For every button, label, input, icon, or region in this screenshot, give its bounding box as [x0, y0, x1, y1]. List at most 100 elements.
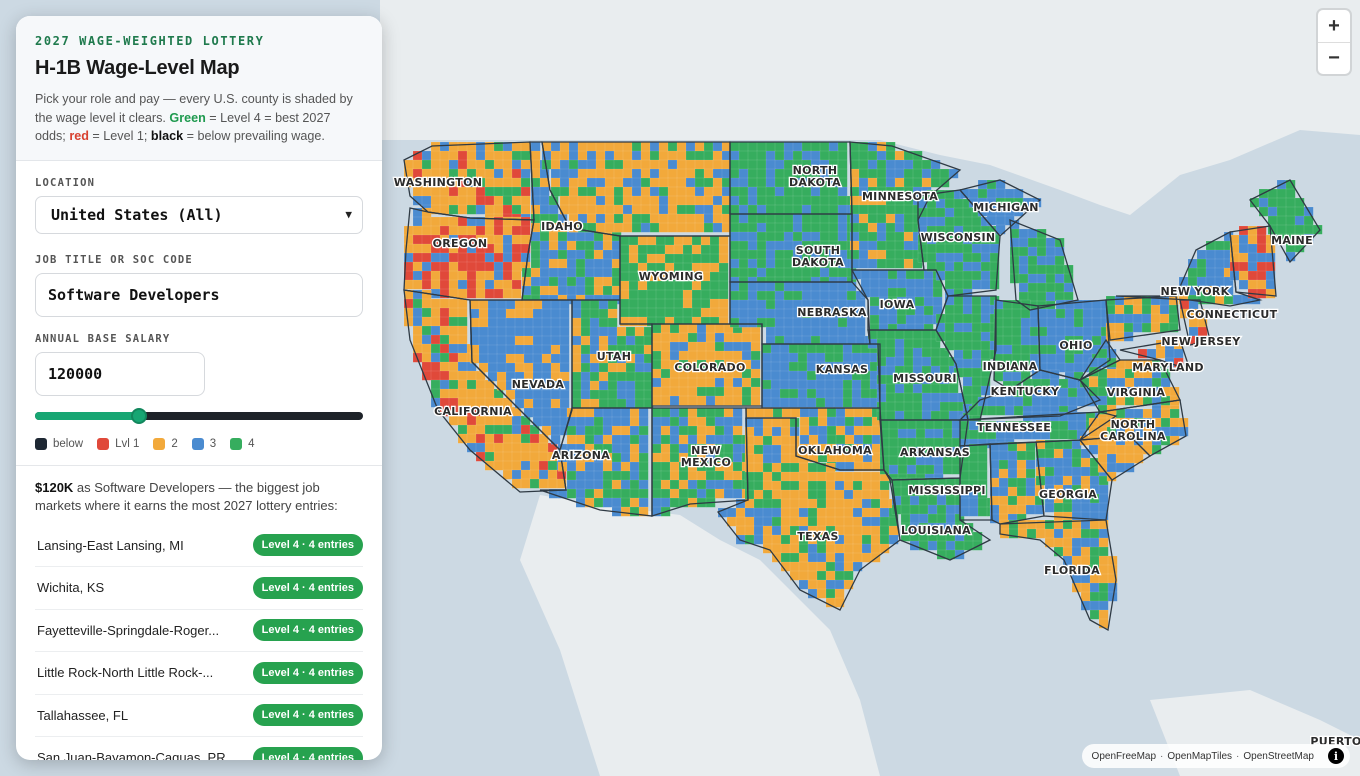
county-cell[interactable] [607, 308, 618, 319]
county-cell[interactable] [896, 278, 907, 289]
county-cell[interactable] [771, 417, 782, 428]
county-cell[interactable] [732, 377, 743, 388]
county-cell[interactable] [797, 379, 808, 390]
county-cell[interactable] [421, 352, 432, 363]
county-cell[interactable] [694, 159, 705, 170]
county-cell[interactable] [1045, 264, 1056, 275]
county-cell[interactable] [655, 289, 666, 300]
county-cell[interactable] [1062, 528, 1073, 539]
county-cell[interactable] [580, 371, 591, 382]
county-cell[interactable] [637, 298, 648, 309]
county-cell[interactable] [819, 213, 830, 224]
county-cell[interactable] [1088, 377, 1099, 388]
county-cell[interactable] [962, 270, 973, 281]
county-cell[interactable] [475, 159, 486, 170]
county-cell[interactable] [869, 269, 880, 280]
county-cell[interactable] [971, 313, 982, 324]
county-cell[interactable] [631, 168, 642, 179]
county-cell[interactable] [439, 279, 450, 290]
county-cell[interactable] [962, 385, 973, 396]
county-cell[interactable] [511, 141, 522, 152]
county-cell[interactable] [520, 451, 531, 462]
county-cell[interactable] [834, 507, 845, 518]
county-cell[interactable] [602, 470, 613, 481]
county-cell[interactable] [876, 213, 887, 224]
county-cell[interactable] [885, 177, 896, 188]
county-cell[interactable] [930, 410, 941, 421]
county-cell[interactable] [584, 461, 595, 472]
county-cell[interactable] [930, 168, 941, 179]
county-cell[interactable] [412, 325, 423, 336]
county-cell[interactable] [744, 462, 755, 473]
county-cell[interactable] [593, 416, 604, 427]
county-cell[interactable] [862, 416, 873, 427]
county-cell[interactable] [566, 488, 577, 499]
county-cell[interactable] [870, 534, 881, 545]
county-cell[interactable] [819, 317, 830, 328]
county-cell[interactable] [1064, 326, 1075, 337]
county-cell[interactable] [484, 424, 495, 435]
county-cell[interactable] [771, 525, 782, 536]
county-cell[interactable] [530, 285, 541, 296]
county-cell[interactable] [860, 397, 871, 408]
county-cell[interactable] [747, 281, 758, 292]
county-cell[interactable] [1080, 475, 1091, 486]
county-cell[interactable] [619, 307, 630, 318]
county-cell[interactable] [986, 188, 997, 199]
county-cell[interactable] [1053, 457, 1064, 468]
county-cell[interactable] [457, 370, 468, 381]
county-cell[interactable] [651, 395, 662, 406]
county-cell[interactable] [566, 258, 577, 269]
slider-thumb[interactable] [131, 407, 148, 424]
county-cell[interactable] [637, 307, 648, 318]
county-cell[interactable] [977, 470, 988, 481]
county-cell[interactable] [685, 204, 696, 215]
county-cell[interactable] [860, 388, 871, 399]
county-cell[interactable] [1002, 371, 1013, 382]
county-cell[interactable] [541, 317, 552, 328]
county-cell[interactable] [712, 222, 723, 233]
county-cell[interactable] [914, 314, 925, 325]
county-cell[interactable] [589, 299, 600, 310]
county-cell[interactable] [1035, 528, 1046, 539]
county-cell[interactable] [788, 370, 799, 381]
county-cell[interactable] [780, 453, 791, 464]
county-cell[interactable] [1037, 308, 1048, 319]
county-cell[interactable] [511, 252, 522, 263]
county-cell[interactable] [732, 452, 743, 463]
county-cell[interactable] [738, 213, 749, 224]
county-cell[interactable] [1089, 502, 1100, 513]
county-cell[interactable] [616, 326, 627, 337]
county-cell[interactable] [484, 168, 495, 179]
county-cell[interactable] [807, 462, 818, 473]
county-cell[interactable] [792, 290, 803, 301]
county-cell[interactable] [530, 159, 541, 170]
county-cell[interactable] [1089, 475, 1100, 486]
county-cell[interactable] [774, 168, 785, 179]
county-cell[interactable] [747, 299, 758, 310]
county-cell[interactable] [700, 244, 711, 255]
county-cell[interactable] [493, 433, 504, 444]
county-cell[interactable] [1265, 252, 1276, 263]
county-cell[interactable] [602, 497, 613, 508]
county-cell[interactable] [678, 443, 689, 454]
county-cell[interactable] [703, 141, 714, 152]
county-cell[interactable] [792, 231, 803, 242]
county-cell[interactable] [747, 222, 758, 233]
county-cell[interactable] [593, 497, 604, 508]
salary-slider[interactable] [35, 407, 363, 424]
county-cell[interactable] [1036, 282, 1047, 293]
county-cell[interactable] [747, 240, 758, 251]
county-cell[interactable] [1020, 326, 1031, 337]
county-cell[interactable] [658, 150, 669, 161]
county-cell[interactable] [676, 222, 687, 233]
county-cell[interactable] [598, 317, 609, 328]
county-cell[interactable] [879, 455, 890, 466]
county-cell[interactable] [797, 397, 808, 408]
county-cell[interactable] [862, 425, 873, 436]
county-cell[interactable] [867, 204, 878, 215]
county-cell[interactable] [747, 150, 758, 161]
county-cell[interactable] [894, 150, 905, 161]
county-cell[interactable] [738, 141, 749, 152]
county-cell[interactable] [1013, 396, 1024, 407]
